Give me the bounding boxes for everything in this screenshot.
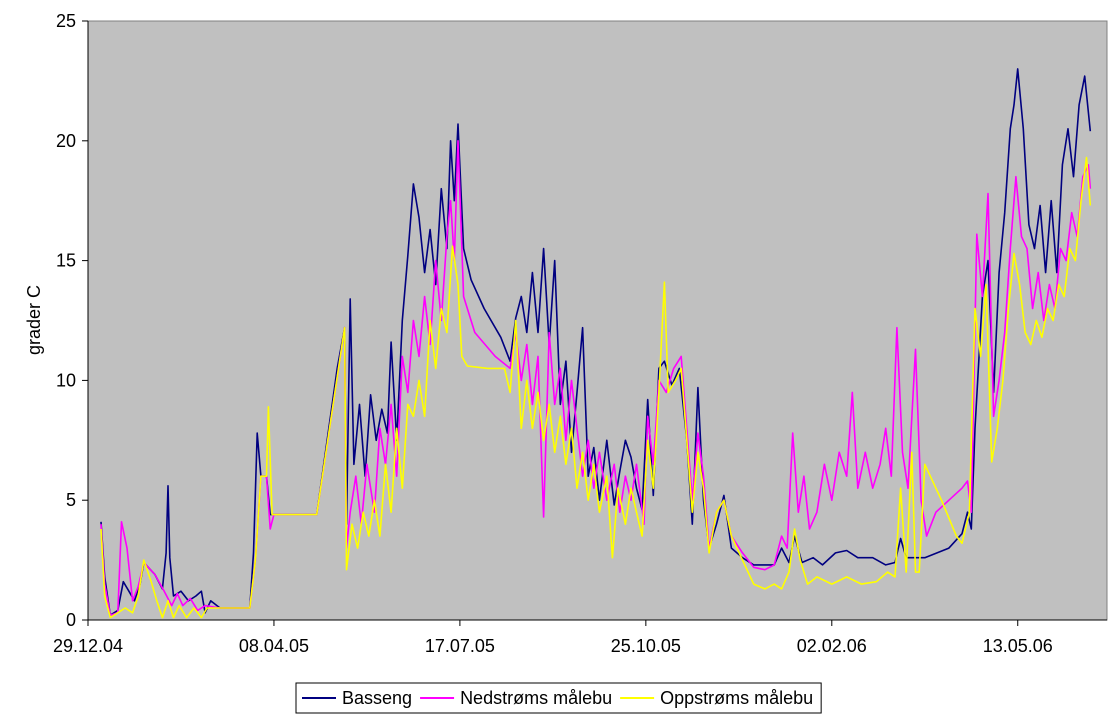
y-tick-label: 15 (56, 251, 76, 271)
x-tick-label: 13.05.06 (983, 636, 1053, 656)
x-tick-label: 29.12.04 (53, 636, 123, 656)
legend-box (295, 682, 822, 714)
x-tick-label: 02.02.06 (797, 636, 867, 656)
x-tick-label: 17.07.05 (425, 636, 495, 656)
x-tick-label: 25.10.05 (611, 636, 681, 656)
y-axis-ticks: 0 5 10 15 20 25 (56, 11, 88, 630)
series-line-3 (100, 156, 1092, 619)
x-axis-ticks: 29.12.04 08.04.05 17.07.05 25.10.05 02.02.06… (53, 620, 1053, 656)
y-tick-label: 25 (56, 11, 76, 31)
series-line-1 (100, 68, 1092, 616)
y-tick-label: 0 (66, 610, 76, 630)
legend-label-3: Oppstrøms målebu (660, 688, 813, 708)
y-axis-title: grader C (24, 285, 44, 355)
legend-label-2: Nedstrøms målebu (460, 688, 612, 708)
x-tick-label: 08.04.05 (239, 636, 309, 656)
y-tick-label: 20 (56, 131, 76, 151)
y-tick-label: 10 (56, 370, 76, 390)
legend: Basseng Nedstrøms målebu Oppstrøms målebu (295, 682, 822, 714)
legend-label-1: Basseng (342, 688, 412, 708)
y-tick-label: 5 (66, 490, 76, 510)
series-layer (100, 68, 1092, 619)
